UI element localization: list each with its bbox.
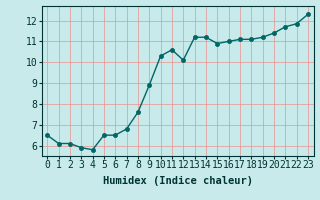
X-axis label: Humidex (Indice chaleur): Humidex (Indice chaleur) <box>103 176 252 186</box>
